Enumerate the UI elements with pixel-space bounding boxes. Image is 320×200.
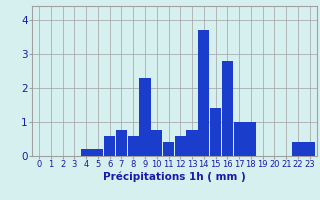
Bar — [163, 142, 174, 156]
Bar — [81, 149, 92, 156]
Bar — [222, 61, 233, 156]
Bar — [234, 122, 245, 156]
Bar — [245, 122, 257, 156]
Bar — [140, 78, 151, 156]
Bar — [175, 136, 186, 156]
Bar — [92, 149, 103, 156]
Bar — [151, 130, 162, 156]
Bar — [304, 142, 315, 156]
Bar — [210, 108, 221, 156]
Bar — [116, 130, 127, 156]
Bar — [128, 136, 139, 156]
Bar — [187, 130, 198, 156]
Bar — [198, 30, 209, 156]
Bar — [292, 142, 304, 156]
X-axis label: Précipitations 1h ( mm ): Précipitations 1h ( mm ) — [103, 172, 246, 182]
Bar — [104, 136, 115, 156]
